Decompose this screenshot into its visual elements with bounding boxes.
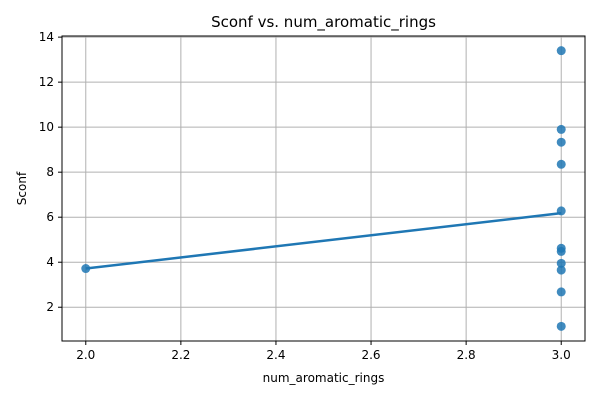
regression-line — [85, 211, 562, 270]
y-axis-label: Sconf — [15, 171, 29, 205]
y-tick-label: 4 — [46, 255, 54, 269]
x-tick-label: 2.2 — [171, 348, 190, 362]
data-point — [556, 46, 566, 56]
data-point — [556, 124, 566, 134]
y-tick-label: 12 — [39, 75, 54, 89]
data-point — [556, 287, 566, 297]
x-tick-label: 2.8 — [457, 348, 476, 362]
y-tick-label: 6 — [46, 210, 54, 224]
y-tick-label: 14 — [39, 30, 54, 44]
data-point — [556, 246, 566, 256]
data-point — [556, 137, 566, 147]
y-tick-label: 10 — [39, 120, 54, 134]
x-axis-label: num_aromatic_rings — [263, 371, 385, 385]
data-point — [556, 321, 566, 331]
data-point — [556, 265, 566, 275]
x-tick-label: 2.6 — [361, 348, 380, 362]
x-axis-ticks: 2.0 2.2 2.4 2.6 2.8 3.0 — [76, 341, 571, 362]
data-points — [81, 46, 566, 331]
x-tick-label: 2.0 — [76, 348, 95, 362]
data-point — [556, 159, 566, 169]
regression-line-group — [85, 211, 562, 270]
grid — [62, 36, 585, 341]
x-tick-label: 3.0 — [552, 348, 571, 362]
y-tick-label: 8 — [46, 165, 54, 179]
y-axis-ticks: 2 4 6 8 10 12 14 — [39, 30, 62, 314]
data-point — [556, 258, 566, 268]
chart-title: Sconf vs. num_aromatic_rings — [211, 13, 436, 32]
y-tick-label: 2 — [46, 300, 54, 314]
x-tick-label: 2.4 — [266, 348, 285, 362]
plot-frame — [61, 35, 586, 342]
